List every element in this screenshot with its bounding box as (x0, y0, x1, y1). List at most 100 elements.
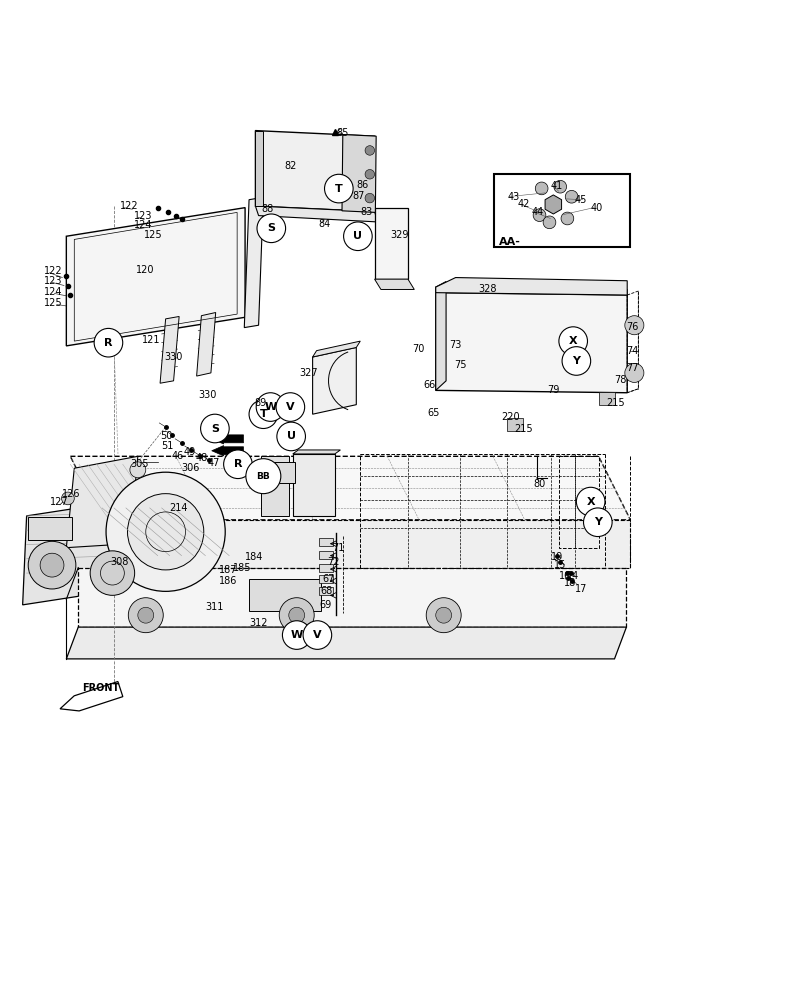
Text: 67: 67 (322, 574, 334, 584)
Text: 83: 83 (360, 207, 373, 217)
Text: 186: 186 (219, 576, 238, 586)
Text: 79: 79 (547, 385, 559, 395)
Circle shape (436, 607, 452, 623)
Polygon shape (249, 579, 321, 611)
Text: 184: 184 (245, 552, 263, 562)
Polygon shape (261, 462, 295, 483)
Circle shape (289, 607, 305, 623)
Text: AA-: AA- (499, 237, 521, 247)
Polygon shape (374, 208, 408, 279)
Circle shape (28, 541, 76, 589)
Text: 77: 77 (626, 363, 639, 373)
Text: 14: 14 (567, 571, 579, 581)
Text: U: U (286, 431, 296, 441)
Text: 72: 72 (327, 557, 339, 567)
Circle shape (90, 551, 134, 595)
Text: V: V (313, 630, 322, 640)
Text: 125: 125 (144, 230, 163, 240)
Text: X: X (569, 336, 578, 346)
Text: 306: 306 (182, 463, 200, 473)
Circle shape (257, 214, 286, 243)
Circle shape (127, 494, 204, 570)
Circle shape (583, 508, 612, 537)
Circle shape (276, 393, 305, 421)
Bar (598, 392, 614, 405)
Text: S: S (211, 424, 219, 434)
Circle shape (365, 193, 374, 203)
Polygon shape (293, 454, 335, 516)
Polygon shape (66, 456, 138, 548)
Text: 330: 330 (164, 352, 182, 362)
Text: 43: 43 (507, 192, 519, 202)
Circle shape (533, 209, 546, 222)
Polygon shape (436, 278, 627, 295)
Circle shape (256, 393, 285, 421)
FancyArrow shape (60, 682, 123, 711)
Polygon shape (342, 135, 376, 212)
Text: 80: 80 (534, 479, 546, 489)
Text: 125: 125 (44, 298, 62, 308)
Circle shape (128, 598, 163, 633)
Text: 70: 70 (412, 344, 424, 354)
Text: X: X (586, 497, 595, 507)
Bar (319, 538, 334, 546)
Text: 87: 87 (352, 191, 365, 201)
Text: BB: BB (257, 472, 270, 481)
Polygon shape (70, 456, 630, 520)
Text: 45: 45 (574, 195, 587, 205)
Text: 66: 66 (424, 380, 436, 390)
Text: 17: 17 (574, 584, 587, 594)
Text: 18: 18 (564, 578, 576, 588)
Polygon shape (313, 341, 360, 357)
Polygon shape (160, 316, 179, 383)
Text: 49: 49 (184, 447, 196, 457)
Text: 48: 48 (196, 453, 208, 463)
Text: R: R (104, 338, 113, 348)
Text: 68: 68 (321, 586, 333, 596)
Circle shape (325, 174, 353, 203)
Text: W: W (264, 402, 277, 412)
Bar (319, 575, 334, 583)
Text: 126: 126 (62, 489, 81, 499)
Text: 121: 121 (142, 335, 160, 345)
Circle shape (62, 492, 74, 505)
Text: 214: 214 (170, 503, 188, 513)
Circle shape (625, 363, 644, 382)
Text: 41: 41 (551, 181, 563, 191)
Polygon shape (255, 131, 374, 212)
Text: 327: 327 (299, 368, 318, 378)
Text: Y: Y (594, 517, 602, 527)
Text: 69: 69 (319, 600, 331, 610)
Text: 123: 123 (134, 211, 152, 221)
Text: U: U (354, 231, 362, 241)
Bar (507, 418, 523, 431)
Text: 122: 122 (120, 201, 139, 211)
Text: 74: 74 (626, 346, 638, 356)
Text: 215: 215 (606, 398, 625, 408)
Circle shape (106, 472, 226, 591)
Text: 328: 328 (478, 284, 496, 294)
Text: 46: 46 (172, 451, 184, 461)
Text: 123: 123 (44, 276, 62, 286)
Text: T: T (259, 409, 267, 419)
Text: 329: 329 (390, 230, 409, 240)
Circle shape (365, 146, 374, 155)
Circle shape (94, 328, 122, 357)
Text: 47: 47 (208, 458, 220, 468)
Polygon shape (261, 456, 289, 516)
Circle shape (543, 216, 556, 229)
Text: 19: 19 (551, 552, 563, 562)
Circle shape (246, 459, 281, 494)
Polygon shape (436, 287, 627, 295)
Circle shape (426, 598, 461, 633)
Circle shape (562, 347, 590, 375)
Circle shape (277, 422, 306, 451)
Polygon shape (78, 568, 626, 627)
Polygon shape (66, 627, 626, 659)
Text: 308: 308 (110, 557, 129, 567)
Circle shape (224, 450, 252, 479)
Circle shape (625, 316, 644, 335)
Circle shape (343, 222, 372, 251)
Text: 124: 124 (134, 220, 152, 230)
Text: 78: 78 (614, 375, 627, 385)
